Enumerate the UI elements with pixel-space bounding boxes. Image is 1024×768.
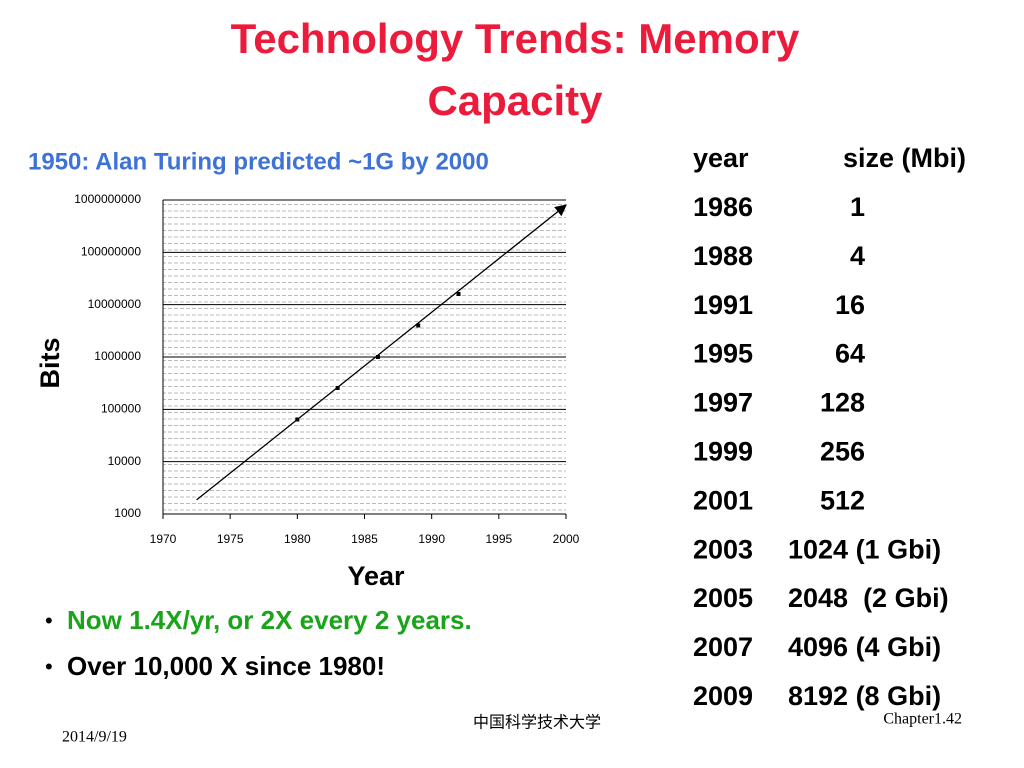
table-cell: 2048 (2 Gbi): [788, 583, 949, 613]
y-tick-label: 10000000: [88, 297, 142, 311]
table-cell: 2009: [693, 681, 753, 711]
table-cell: 1988: [693, 241, 753, 271]
x-axis-label: Year: [347, 561, 405, 591]
subtitle: 1950: Alan Turing predicted ~1G by 2000: [28, 148, 489, 175]
table-header: year: [693, 143, 749, 173]
x-tick-label: 2000: [553, 532, 580, 546]
table-cell: 2005: [693, 583, 753, 613]
table-cell: 1999: [693, 437, 753, 467]
table-cell: 64: [835, 339, 865, 369]
table-cell: 2003: [693, 534, 753, 564]
table-cell: 2007: [693, 632, 753, 662]
y-tick-label: 1000000000: [74, 192, 141, 206]
bullet: Over 10,000 X since 1980!: [67, 651, 385, 681]
table-cell: 512: [820, 485, 865, 515]
y-axis-label: Bits: [35, 337, 65, 388]
bullet: Now 1.4X/yr, or 2X every 2 years.: [67, 605, 472, 635]
y-tick-label: 1000000: [94, 349, 141, 363]
table-cell: 1: [850, 192, 865, 222]
y-tick-label: 1000: [114, 506, 141, 520]
table-cell: 2001: [693, 485, 753, 515]
x-tick-label: 1975: [217, 532, 244, 546]
y-tick-label: 100000000: [81, 245, 141, 259]
x-tick-label: 1980: [284, 532, 311, 546]
x-tick-label: 1985: [351, 532, 378, 546]
table-cell: 1986: [693, 192, 753, 222]
point: [416, 323, 421, 328]
bullet-dot: •: [45, 608, 53, 633]
table-cell: 1991: [693, 290, 753, 320]
point: [456, 291, 461, 296]
table-cell: 1024 (1 Gbi): [788, 534, 941, 564]
point: [375, 355, 380, 359]
bullet-dot: •: [45, 654, 53, 679]
table-cell: 4: [850, 241, 865, 271]
footer-page: Chapter1.42: [883, 711, 962, 728]
title-line-1: Technology Trends: Memory: [231, 15, 800, 62]
trend-line: [196, 204, 567, 501]
footer-institution: 中国科学技术大学: [473, 714, 601, 732]
table-cell: 8192 (8 Gbi): [788, 681, 941, 711]
table-cell: 1997: [693, 388, 753, 418]
table-cell: 128: [820, 388, 865, 418]
x-tick-label: 1970: [150, 532, 177, 546]
title-line-2: Capacity: [427, 77, 603, 124]
table-cell: 256: [820, 437, 865, 467]
table-cell: 1995: [693, 339, 753, 369]
table-cell: 16: [835, 290, 865, 320]
table-cell: 4096 (4 Gbi): [788, 632, 941, 662]
table-header: size (Mbi): [843, 143, 966, 173]
x-tick-label: 1995: [485, 532, 512, 546]
y-tick-label: 100000: [101, 402, 141, 416]
x-tick-label: 1990: [418, 532, 445, 546]
footer-date: 2014/9/19: [62, 729, 127, 746]
y-tick-label: 10000: [108, 454, 142, 468]
